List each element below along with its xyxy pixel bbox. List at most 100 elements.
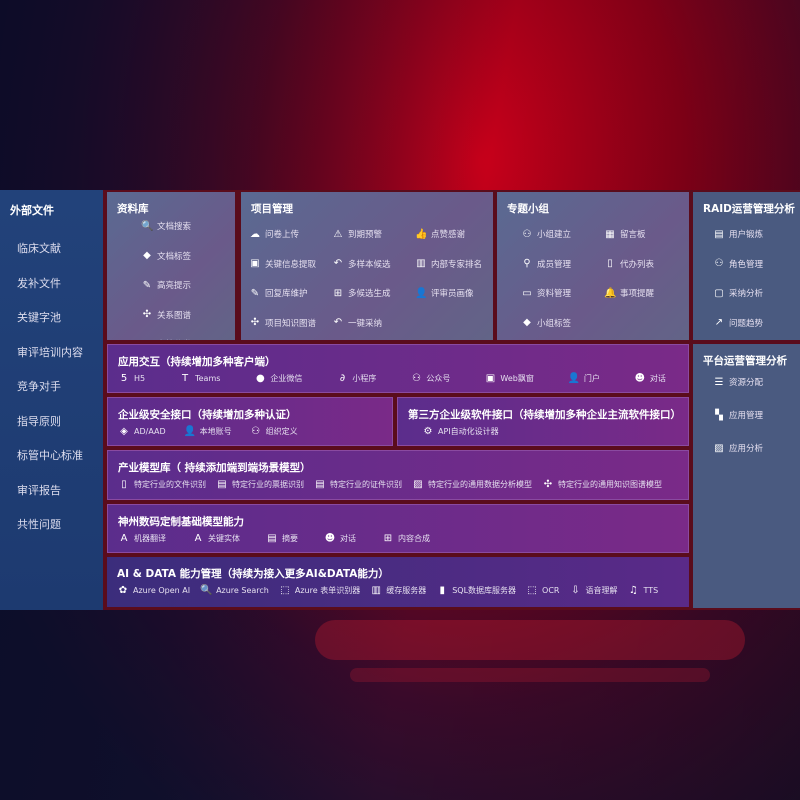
feature-item[interactable]: ▮ SQL数据库服务器 (436, 585, 516, 596)
feature-label: 缓存服务器 (386, 586, 427, 595)
feature-item[interactable]: T Teams (179, 373, 220, 384)
sidebar-item[interactable]: 竞争对手 (17, 380, 61, 393)
feature-item[interactable]: ✿ Azure Open AI (117, 585, 190, 596)
feature-item[interactable]: ♫ TTS (628, 585, 658, 596)
feature-item[interactable]: 5 H5 (118, 373, 145, 384)
feature-item[interactable]: ☻ 对话 (634, 373, 666, 384)
feature-item[interactable]: ▣ Web飘窗 (484, 373, 534, 384)
doc-class-icon: ▤ (141, 339, 153, 341)
feature-item[interactable]: A 机器翻译 (118, 533, 166, 544)
feature-item[interactable]: ▭ 资料管理 (521, 287, 571, 300)
feature-item[interactable]: ⚙ API自动化设计器 (422, 426, 499, 437)
sidebar-item[interactable]: 标管中心标准 (17, 449, 83, 462)
feature-item[interactable]: ⬚ Azure 表单识别器 (279, 585, 360, 596)
sidebar-item[interactable]: 审评培训内容 (17, 345, 83, 359)
feature-item[interactable]: ∂ 小程序 (336, 373, 377, 384)
feature-item[interactable]: ⊞ 内容合成 (382, 533, 430, 544)
feature-label: 回复库维护 (265, 289, 308, 299)
feature-item[interactable]: ▤ 特定行业的证件识别 (314, 479, 402, 490)
feature-item[interactable]: ⚇ 角色管理 (713, 258, 764, 270)
feature-item[interactable]: 🔍 Azure Search (200, 585, 269, 596)
feature-item[interactable]: A 关键实体 (192, 533, 240, 544)
feature-item[interactable]: ↶ 多样本候选 (332, 258, 391, 270)
feature-item[interactable]: ✣ 项目知识图谱 (249, 317, 316, 329)
feature-item[interactable]: ▨ 特定行业的通用数据分析模型 (412, 479, 532, 490)
feature-item[interactable]: ↶ 一键采纳 (332, 317, 382, 329)
feature-item[interactable]: ▤ 特定行业的票据识别 (216, 479, 304, 490)
feature-item[interactable]: 👤 本地账号 (184, 426, 232, 437)
feature-item[interactable]: ⚲ 成员管理 (521, 258, 571, 270)
feature-label: 组织定义 (265, 427, 298, 436)
panel-title: 平台运营管理分析 (703, 355, 787, 367)
feature-row: ✿ Azure Open AI 🔍 Azure Search ⬚ Azure 表单识别器 ▥… (117, 585, 668, 596)
panel-project: 项目管理 ☁ 问卷上传 ⚠ 到期预警 👍 点赞感谢 ▣ 关键信息提取 ↶ 多样本候选 ▥ 内部专家排名 ✎… (241, 192, 493, 340)
feature-label: Azure 表单识别器 (294, 586, 361, 595)
teams-icon: T (182, 373, 189, 384)
panel-aidata: AI & DATA 能力管理（持续为接入更多AI&DATA能力） ✿ Azure O… (107, 557, 689, 607)
sidebar-item[interactable]: 关键字池 (17, 311, 61, 324)
translate-icon: A (120, 533, 128, 544)
feature-item[interactable]: ▦ 留言板 (604, 228, 646, 241)
sidebar-item[interactable]: 审评报告 (17, 483, 61, 497)
feature-item[interactable]: ▥ 缓存服务器 (370, 585, 426, 596)
feature-item[interactable]: ☁ 问卷上传 (249, 228, 299, 241)
feature-label: H5 (134, 374, 146, 383)
feature-label: 留言板 (620, 230, 646, 240)
feature-item[interactable]: ▯ 代办列表 (604, 258, 654, 270)
feature-row: ◈ AD/AAD 👤 本地账号 ⚇ 组织定义 (118, 426, 316, 437)
feature-item[interactable]: ✎ 回复库维护 (249, 287, 308, 300)
panel-library: 资料库 🔍文档搜索 ◆ 文档标签 ✎ 高亮提示 ✣ 关系图谱 ▤ 文档分类 (107, 192, 235, 340)
feature-item[interactable]: ✎ 高亮提示 (141, 279, 191, 292)
feature-item[interactable]: ▚ 应用管理 (713, 409, 763, 422)
reply-icon: ↶ (333, 258, 343, 269)
feature-item[interactable]: ⚠ 到期预警 (332, 228, 383, 241)
feature-item[interactable]: ▤ 摘要 (266, 533, 298, 544)
feature-item[interactable]: ▤ 文档分类 (141, 338, 191, 341)
feature-item[interactable]: ◈ AD/AAD (118, 426, 166, 437)
feature-item[interactable]: ☰ 资源分配 (713, 376, 764, 389)
trend-icon: ↗ (714, 317, 724, 328)
sidebar-item[interactable]: 发补文件 (17, 276, 61, 290)
feature-item[interactable]: ⬚ OCR (526, 585, 559, 596)
feature-item[interactable]: ⊞ 多候选生成 (332, 287, 391, 300)
feature-item[interactable]: ☻ 对话 (324, 533, 356, 544)
feature-item[interactable]: ⚇ 公众号 (410, 373, 450, 384)
feature-item[interactable]: 👤 门户 (568, 373, 600, 384)
html5-icon: 5 (120, 373, 128, 384)
feature-label: 评审员画像 (431, 289, 474, 299)
feature-item[interactable]: ▨ 应用分析 (713, 442, 763, 455)
feature-item[interactable]: 👍 点赞感谢 (415, 228, 465, 241)
decor-stand (315, 620, 745, 660)
chat-icon: ☻ (634, 373, 646, 384)
feature-label: 到期预警 (348, 230, 383, 240)
bbs-icon: ▦ (605, 228, 615, 240)
feature-item[interactable]: ▣ 关键信息提取 (249, 258, 316, 270)
feature-item[interactable]: ✣ 特定行业的通用知识图谱模型 (542, 479, 662, 490)
feature-item[interactable]: ▯ 特定行业的文件识别 (118, 479, 206, 490)
sql-icon: ▮ (439, 585, 445, 596)
feature-item[interactable]: ✣ 关系图谱 (141, 309, 191, 321)
sidebar-item[interactable]: 指导原则 (17, 414, 61, 428)
feature-item[interactable]: 🔔 事项提醒 (604, 287, 654, 300)
feature-item[interactable]: ⚇ 小组建立 (521, 228, 572, 241)
feature-item[interactable]: ↗ 问题趋势 (713, 317, 763, 329)
feature-item[interactable]: 👤 评审员画像 (415, 287, 474, 300)
sidebar-item[interactable]: 临床文献 (17, 242, 61, 255)
panel-groups: 专题小组 ⚇ 小组建立 ▦ 留言板 ⚲ 成员管理 ▯ 代办列表 ▭ 资料管理 🔔 事项提醒 ◆ 小组标签 (497, 192, 689, 340)
feature-item[interactable]: ◆ 文档标签 (141, 250, 191, 262)
feature-item[interactable]: ⚇ 组织定义 (250, 426, 298, 437)
feature-item[interactable]: ▤ 用户锻炼 (713, 228, 763, 241)
panel-title: 资料库 (117, 203, 149, 215)
feature-item[interactable]: ⇩ 语音理解 (570, 585, 617, 596)
feature-item[interactable]: ◆ 小组标签 (521, 317, 571, 329)
summary-icon: ▤ (267, 533, 277, 544)
entity-icon: A (194, 533, 202, 544)
feature-item[interactable]: ▥ 内部专家排名 (415, 258, 482, 270)
feature-item[interactable]: 🔍 文档搜索 (141, 220, 191, 233)
sidebar-item[interactable]: 共性问题 (17, 518, 61, 531)
feature-item[interactable]: ● 企业微信 (254, 373, 302, 384)
architecture-board: 外部文件 临床文献 发补文件 关键字池 审评培训内容 竞争对手 指导原则 标管中心标准 审评报… (0, 190, 800, 610)
panel-title: 产业模型库（ 持续添加端到端场景模型） (118, 462, 311, 474)
org-icon: ⚇ (251, 426, 261, 437)
feature-item[interactable]: ▢ 采纳分析 (713, 287, 763, 300)
